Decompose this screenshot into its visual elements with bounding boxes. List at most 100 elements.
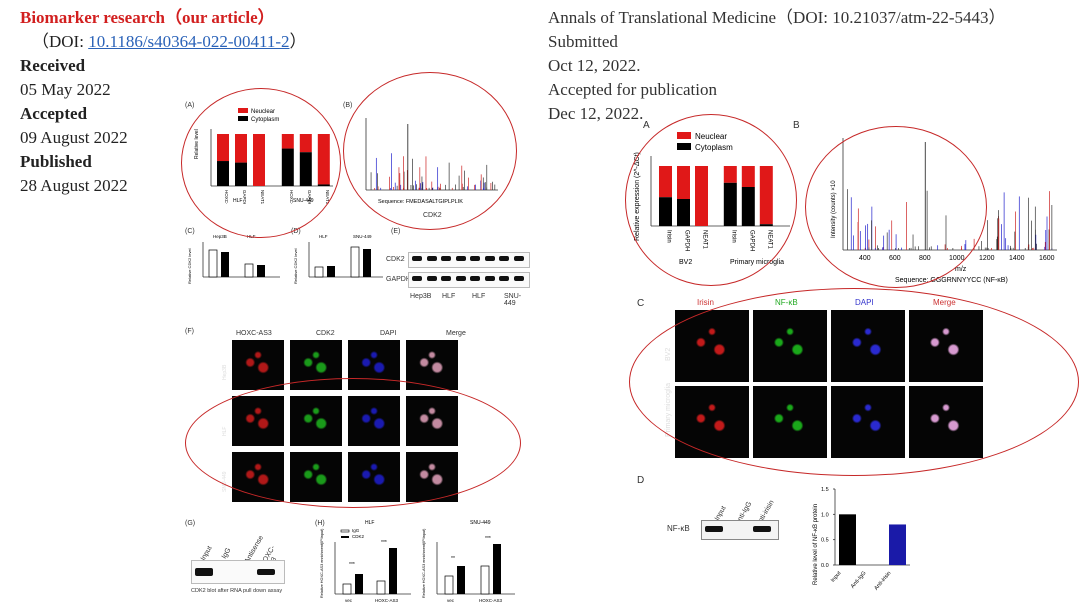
left-e-band-gapdh (513, 276, 524, 281)
left-h-ylabel-2: Relative HOXC-AS3 enrichment(IP/input) (422, 528, 426, 598)
left-panel-g-label: (G) (185, 520, 196, 527)
left-g-caption: CDK2 blot after RNA pull down assay (191, 588, 283, 594)
submitted-date: Oct 12, 2022. (548, 56, 641, 75)
right-d-band-anti-irisin (753, 526, 771, 532)
left-f-image (232, 340, 284, 390)
left-h-bar (376, 580, 386, 595)
right-circle-b (805, 126, 987, 288)
left-e-band-gapdh (426, 276, 437, 281)
left-h-title-0: HLF (365, 520, 374, 526)
right-d-strip (701, 520, 779, 540)
right-d-ytick: 1.0 (821, 512, 829, 518)
left-panel-h-charts: HLF SNU-449 IgG CDK2 Relative HOXC-AS3 e… (320, 520, 515, 603)
right-panel-d-chart: Relative level of NF-κB protein 0.0 0.5 1.… (813, 487, 910, 592)
right-d-ytick: 0.5 (821, 538, 829, 544)
left-circle-a (181, 88, 341, 238)
left-d-group-0: HLF (319, 234, 328, 239)
left-e-band-cdk2 (455, 256, 466, 261)
received-label: Received (20, 56, 86, 75)
left-d-ylabel: Relative CDK2 level (293, 248, 298, 284)
right-panel-d-label: D (637, 475, 645, 486)
left-e-band-cdk2 (441, 256, 451, 261)
published-label: Published (20, 152, 92, 171)
left-panel-c-chart: Relative CDK2 level Hep3B HLF (187, 234, 280, 284)
left-panel-b-label: (B) (343, 102, 353, 109)
left-h-bar (389, 548, 397, 594)
left-panel-e-blot: CDK2 GAPDH (386, 250, 530, 290)
right-b-xtick: 1200 (979, 255, 995, 262)
left-e-band-gapdh (455, 276, 466, 281)
left-h-sig-0: *** (349, 562, 355, 568)
left-panel-h-label: (H) (315, 520, 325, 527)
left-h-bar (480, 565, 490, 595)
accepted-pub-label: Accepted for publication (548, 80, 717, 99)
left-h-legend-igg-swatch (340, 529, 350, 533)
left-e-band-cdk2 (412, 256, 422, 261)
left-h-xtick-3: HOXC-AS3 (479, 598, 503, 603)
left-e-columns: Hep3B HLF HLF SNU-449 (408, 293, 530, 307)
left-doi-link[interactable]: 10.1186/s40364-022-00411-2 (88, 32, 290, 51)
left-e-col-0: Hep3B (410, 293, 432, 300)
left-doi-suffix: ） (289, 32, 307, 51)
right-b-sequence: Sequence: GGGRNNYYCC (NF-κB) (895, 277, 1008, 284)
left-h-title-1: SNU-449 (470, 520, 491, 526)
right-panel-c-label: C (637, 298, 645, 309)
right-b-xlabel: m/z (955, 266, 967, 273)
accepted-pub-date: Dec 12, 2022. (548, 104, 644, 123)
left-f-col-1: CDK2 (316, 330, 335, 337)
right-d-xtick: Anti-irisin (873, 570, 892, 591)
left-c-bar (257, 265, 265, 277)
left-h-xtick-1: HOXC-AS3 (375, 598, 399, 603)
right-circle-a (625, 114, 797, 286)
left-d-bar (314, 266, 324, 278)
left-panel-g-blot: Input IgG Antisense HOXC-AS3 CDK2 blot a… (191, 532, 291, 602)
left-h-bar (444, 575, 454, 595)
submitted-label: Submitted (548, 32, 618, 51)
left-journal-title: Biomarker research（our article） (20, 8, 275, 27)
right-d-bars: 0.0 0.5 1.0 1.5 Input Anti-IgG Anti-irisin (821, 487, 910, 592)
right-d-bar (839, 514, 856, 565)
right-d-bar (889, 524, 906, 565)
left-e-band-gapdh (499, 276, 509, 281)
left-g-lane-1: IgG (220, 546, 233, 561)
left-c-bar (208, 249, 218, 278)
right-d-ylabel: Relative level of NF-κB protein (813, 504, 819, 585)
accepted-label: Accepted (20, 104, 88, 123)
left-e-band-cdk2 (499, 256, 509, 261)
left-panel-d-label: (D) (291, 228, 301, 235)
left-h-legend-cdk2-swatch (341, 536, 349, 538)
left-h-bar (342, 583, 352, 595)
left-e-row-0: CDK2 (386, 256, 405, 263)
left-e-band-cdk2 (484, 256, 495, 261)
right-d-ytick: 0.0 (821, 563, 829, 569)
left-e-band-gapdh (470, 276, 480, 281)
left-c-ylabel: Relative CDK2 level (187, 248, 192, 284)
left-c-bar (221, 252, 229, 277)
right-b-xtick: 1600 (1039, 255, 1055, 262)
left-doi-prefix: （DOI: (32, 32, 89, 51)
left-h-sig-2: ** (451, 556, 455, 562)
left-panel-a-label: (A) (185, 102, 195, 109)
left-h-sig-3: *** (485, 536, 491, 542)
left-f-row-label: Hep3B (222, 364, 228, 380)
left-d-bar (350, 246, 360, 278)
received-date: 05 May 2022 (20, 80, 111, 99)
right-d-xtick: Anti-IgG (850, 570, 868, 589)
right-circle-c (629, 288, 1079, 476)
right-panel-d-blot: Input Anti-IgG Anti-irisin NF-κB (655, 490, 795, 560)
left-d-group-1: SNU-449 (353, 234, 372, 239)
right-b-xtick: 1400 (1009, 255, 1025, 262)
right-c-col-0: Irisin (697, 298, 714, 307)
left-h-bar (355, 574, 363, 594)
left-f-col-0: HOXC-AS3 (236, 330, 272, 337)
left-e-col-1: HLF (442, 293, 456, 300)
left-h-legend-cdk2: CDK2 (352, 534, 365, 539)
right-figure: A Neuclear Cytoplasm Relative expression… (625, 114, 1080, 607)
right-d-band-input (705, 526, 723, 532)
left-circle-f (185, 378, 521, 508)
left-e-band-cdk2 (513, 256, 524, 261)
left-figure: (A) Neuclear Cytoplasm Relative level HO… (181, 72, 533, 605)
right-panel-a-label: A (643, 120, 650, 131)
left-circle-b (343, 72, 517, 230)
left-e-band-gapdh (441, 276, 451, 281)
